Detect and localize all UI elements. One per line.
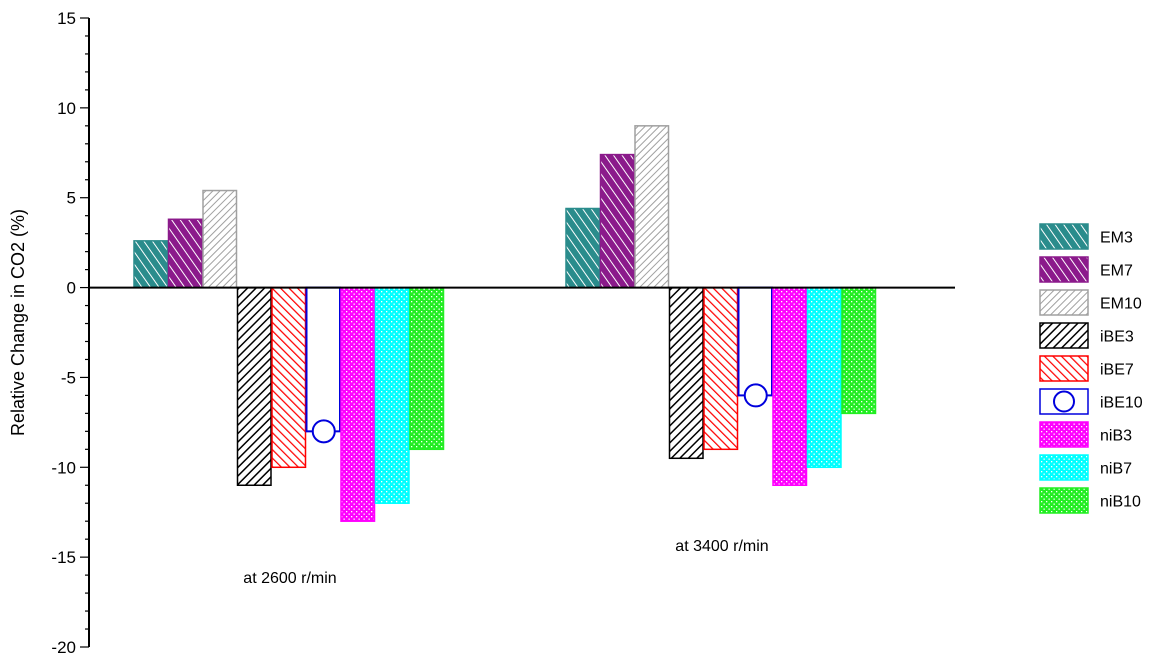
bar-nib7-1 — [806, 286, 842, 469]
bar-ibe3-0 — [236, 286, 272, 487]
y-tick-label: -15 — [51, 548, 76, 567]
bar-ibe10-0 — [305, 286, 341, 433]
legend-swatch-nib7 — [1039, 454, 1089, 481]
legend-label-nib10: niB10 — [1100, 494, 1141, 511]
marker-ibe10-1 — [743, 383, 768, 408]
legend-label-ibe7: iBE7 — [1100, 362, 1134, 379]
legend-label-em3: EM3 — [1100, 230, 1133, 247]
bar-em10-0 — [202, 189, 238, 289]
bar-ibe10-1 — [737, 286, 773, 397]
bar-em7-0 — [167, 218, 203, 289]
legend-label-ibe10: iBE10 — [1100, 395, 1143, 412]
category-label-3400: at 3400 r/min — [675, 538, 768, 555]
bar-em10-1 — [634, 125, 670, 289]
y-axis-title: Relative Change in CO2 (%) — [8, 209, 28, 436]
bar-em3-0 — [133, 240, 169, 289]
bar-nib10-0 — [409, 286, 445, 451]
y-tick-label: 10 — [57, 99, 76, 118]
legend-swatch-em7 — [1039, 256, 1089, 283]
legend-label-nib7: niB7 — [1100, 461, 1132, 478]
bar-nib3-0 — [340, 286, 376, 522]
legend-swatch-nib10 — [1039, 487, 1089, 514]
legend-swatch-ibe3 — [1039, 322, 1089, 349]
marker-ibe10-0 — [311, 419, 336, 444]
legend-swatch-em3 — [1039, 223, 1089, 250]
y-tick-label: 5 — [67, 189, 76, 208]
legend-swatch-nib3 — [1039, 421, 1089, 448]
y-tick-label: -20 — [51, 638, 76, 657]
legend-label-nib3: niB3 — [1100, 428, 1132, 445]
legend-label-ibe3: iBE3 — [1100, 329, 1134, 346]
bar-em7-1 — [599, 153, 635, 289]
bar-ibe3-1 — [668, 286, 704, 460]
legend-marker-ibe10 — [1053, 390, 1075, 413]
legend-label-em7: EM7 — [1100, 263, 1133, 280]
bars-group — [133, 125, 877, 522]
bar-nib7-0 — [374, 286, 410, 504]
bar-em3-1 — [565, 207, 601, 289]
legend-label-em10: EM10 — [1100, 296, 1142, 313]
category-label-2600: at 2600 r/min — [243, 570, 336, 587]
bar-ibe7-0 — [271, 286, 307, 469]
legend-swatch-em10 — [1039, 289, 1089, 316]
bar-nib3-1 — [772, 286, 808, 487]
legend: EM3 EM7 EM10 iBE3 iBE7 iBE10 niB3 niB7 niB10 — [1039, 223, 1143, 514]
legend-swatch-ibe7 — [1039, 355, 1089, 382]
y-tick-label: -5 — [61, 368, 76, 387]
y-axis-ticks: 15 10 5 0 -5 -10 -15 -20 — [51, 9, 89, 657]
y-tick-label: 0 — [67, 279, 76, 298]
bar-ibe7-1 — [703, 286, 739, 451]
y-tick-label: -10 — [51, 458, 76, 477]
bar-nib10-1 — [841, 286, 877, 415]
y-tick-label: 15 — [57, 9, 76, 28]
